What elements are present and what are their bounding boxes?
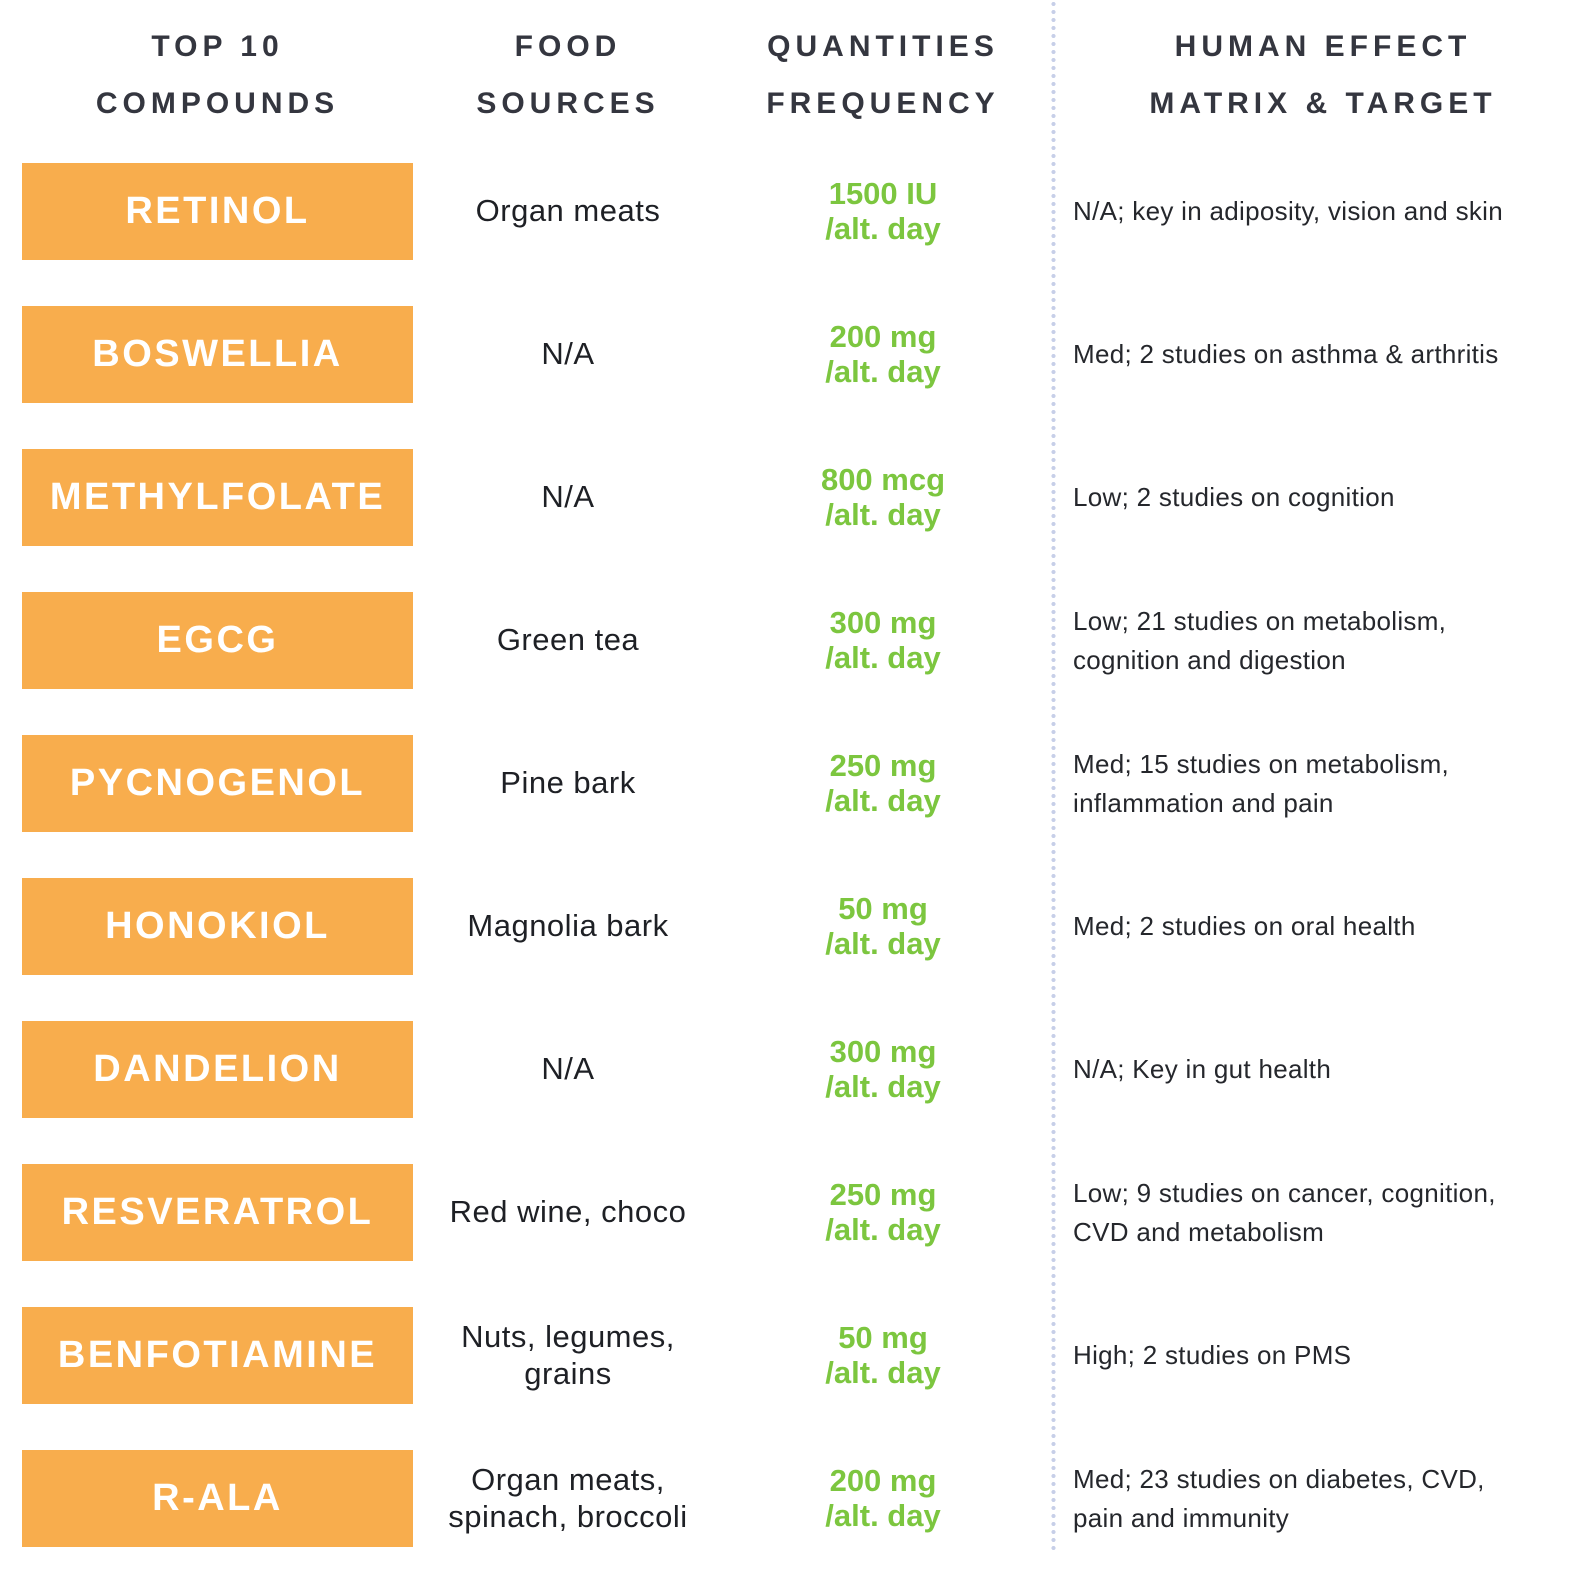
compound-badge: BOSWELLIA xyxy=(22,306,413,403)
quantity-amount: 300 mg xyxy=(829,1034,937,1070)
header-food-sources: FOOD SOURCES xyxy=(476,30,660,120)
quantity-freq: /alt. day xyxy=(825,1354,941,1390)
column-divider-dotted-line xyxy=(1051,0,1056,1553)
quantity-frequency: 300 mg/alt. day xyxy=(825,606,940,674)
quantity-amount: 250 mg xyxy=(829,1177,937,1213)
food-source: N/A xyxy=(541,479,595,515)
food-source: Pine bark xyxy=(500,765,636,801)
quantity-frequency: 300 mg/alt. day xyxy=(825,1035,940,1103)
quantity-frequency: 800 mcg/alt. day xyxy=(821,463,945,531)
food-source: Green tea xyxy=(496,622,640,658)
effect-text: Med; 2 studies on oral health xyxy=(1073,911,1416,941)
effect-text: N/A; Key in gut health xyxy=(1073,1054,1332,1084)
compound-badge: EGCG xyxy=(22,592,413,689)
quantity-amount: 200 mg xyxy=(829,319,937,355)
table-row-r-ala: R-ALA Organ meats, spinach, broccoli 200… xyxy=(0,1427,1592,1570)
food-source: Organ meats xyxy=(475,193,661,229)
quantity-freq: /alt. day xyxy=(825,1497,941,1533)
quantity-frequency: 50 mg/alt. day xyxy=(825,892,940,960)
quantity-frequency: 250 mg/alt. day xyxy=(825,749,940,817)
food-source: N/A xyxy=(541,1051,595,1087)
quantity-freq: /alt. day xyxy=(825,210,941,246)
table-row-retinol: RETINOL Organ meats 1500 IU/alt. day N/A… xyxy=(0,140,1592,283)
quantity-frequency: 200 mg/alt. day xyxy=(825,1464,940,1532)
quantity-amount: 250 mg xyxy=(829,748,937,784)
effect-text: Low; 9 studies on cancer, cognition, CVD… xyxy=(1073,1177,1496,1247)
table-row-egcg: EGCG Green tea 300 mg/alt. day Low; 21 s… xyxy=(0,569,1592,712)
quantity-freq: /alt. day xyxy=(825,639,941,675)
quantity-frequency: 250 mg/alt. day xyxy=(825,1178,940,1246)
quantity-frequency: 1500 IU/alt. day xyxy=(825,177,940,245)
quantity-freq: /alt. day xyxy=(825,782,941,818)
quantity-amount: 800 mcg xyxy=(820,462,946,498)
compound-badge: PYCNOGENOL xyxy=(22,735,413,832)
quantity-amount: 200 mg xyxy=(829,1463,937,1499)
table-header-row: TOP 10 COMPOUNDS FOOD SOURCES QUANTITIES… xyxy=(0,0,1592,140)
header-compounds: TOP 10 COMPOUNDS xyxy=(95,30,340,120)
effect-text: Low; 21 studies on metabolism, cognition… xyxy=(1073,605,1447,675)
compound-badge: RETINOL xyxy=(22,163,413,260)
effect-text: Med; 15 studies on metabolism, inflammat… xyxy=(1073,748,1450,818)
table-row-boswellia: BOSWELLIA N/A 200 mg/alt. day Med; 2 stu… xyxy=(0,283,1592,426)
quantity-freq: /alt. day xyxy=(825,353,941,389)
food-source: Magnolia bark xyxy=(467,908,669,944)
compound-badge: RESVERATROL xyxy=(22,1164,413,1261)
quantity-freq: /alt. day xyxy=(825,1211,941,1247)
quantity-amount: 1500 IU xyxy=(828,176,938,212)
compound-badge: R-ALA xyxy=(22,1450,413,1547)
effect-text: N/A; key in adiposity, vision and skin xyxy=(1073,196,1504,226)
quantity-amount: 50 mg xyxy=(838,1320,928,1356)
compound-badge: DANDELION xyxy=(22,1021,413,1118)
food-source: Nuts, legumes, grains xyxy=(461,1318,675,1391)
compound-badge: HONOKIOL xyxy=(22,878,413,975)
quantity-frequency: 200 mg/alt. day xyxy=(825,320,940,388)
quantity-amount: 50 mg xyxy=(838,891,928,927)
header-quantities-frequency: QUANTITIES FREQUENCY xyxy=(766,30,1000,120)
table-row-pycnogenol: PYCNOGENOL Pine bark 250 mg/alt. day Med… xyxy=(0,712,1592,855)
food-source: Organ meats, spinach, broccoli xyxy=(448,1461,688,1534)
table-row-resveratrol: RESVERATROL Red wine, choco 250 mg/alt. … xyxy=(0,1141,1592,1284)
food-source: N/A xyxy=(541,336,595,372)
table-row-methylfolate: METHYLFOLATE N/A 800 mcg/alt. day Low; 2… xyxy=(0,426,1592,569)
compound-badge: METHYLFOLATE xyxy=(22,449,413,546)
quantity-amount: 300 mg xyxy=(829,605,937,641)
effect-text: High; 2 studies on PMS xyxy=(1073,1340,1352,1370)
effect-text: Med; 23 studies on diabetes, CVD, pain a… xyxy=(1073,1463,1485,1533)
effect-text: Low; 2 studies on cognition xyxy=(1073,482,1395,512)
quantity-freq: /alt. day xyxy=(825,496,941,532)
effect-text: Med; 2 studies on asthma & arthritis xyxy=(1073,339,1499,369)
compound-badge: BENFOTIAMINE xyxy=(22,1307,413,1404)
quantity-freq: /alt. day xyxy=(825,925,941,961)
header-human-effect: HUMAN EFFECT MATRIX & TARGET xyxy=(1149,30,1497,120)
table-row-honokiol: HONOKIOL Magnolia bark 50 mg/alt. day Me… xyxy=(0,855,1592,998)
quantity-frequency: 50 mg/alt. day xyxy=(825,1321,940,1389)
food-source: Red wine, choco xyxy=(449,1194,687,1230)
table-row-benfotiamine: BENFOTIAMINE Nuts, legumes, grains 50 mg… xyxy=(0,1284,1592,1427)
quantity-freq: /alt. day xyxy=(825,1068,941,1104)
table-row-dandelion: DANDELION N/A 300 mg/alt. day N/A; Key i… xyxy=(0,998,1592,1141)
